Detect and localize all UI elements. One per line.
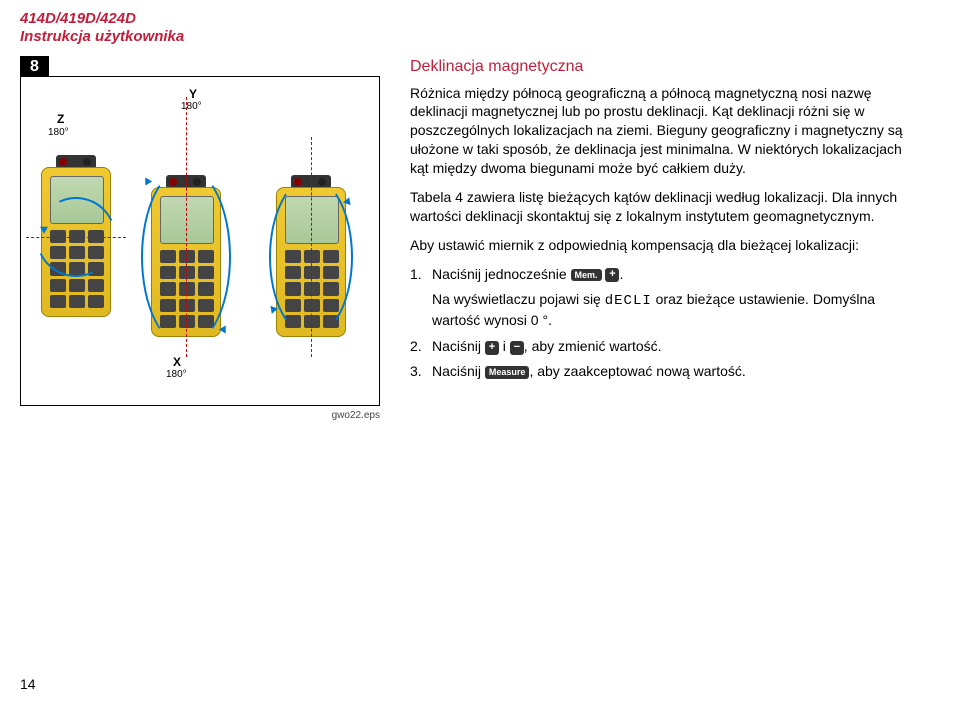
- step-2-body: Naciśnij + i −, aby zmienić wartość.: [432, 337, 920, 356]
- text-column: Deklinacja magnetyczna Różnica między pó…: [400, 56, 940, 421]
- axis-z-label: Z: [57, 112, 64, 126]
- plus-button-icon: +: [605, 268, 619, 282]
- figure-column: 8 Z 180°: [0, 56, 400, 421]
- content: 8 Z 180°: [0, 46, 960, 421]
- axis-x-label: X: [173, 355, 181, 369]
- paragraph-1: Różnica między północą geograficzną a pó…: [410, 84, 920, 178]
- step-1-body: Naciśnij jednocześnie Mem. +.: [432, 265, 920, 284]
- page-number: 14: [20, 676, 36, 692]
- step-1a-text-a: Na wyświetlaczu pojawi się: [432, 291, 605, 307]
- angle-y: 180°: [181, 101, 202, 112]
- display-code: dECLI: [605, 293, 652, 309]
- step-2-num: 2.: [410, 337, 432, 356]
- model-line: 414D/419D/424D: [20, 10, 960, 28]
- minus-button-icon: −: [510, 341, 524, 355]
- figure-box: Z 180° Y: [20, 76, 380, 406]
- figure-caption: gwo22.eps: [20, 410, 380, 421]
- paragraph-3: Aby ustawić miernik z odpowiednią kompen…: [410, 236, 920, 255]
- axis-y-label: Y: [189, 87, 197, 101]
- step-2-text-b: i: [499, 338, 510, 354]
- figure-number: 8: [20, 56, 49, 78]
- step-2-text-c: , aby zmienić wartość.: [524, 338, 662, 354]
- plus-button-icon-2: +: [485, 341, 499, 355]
- step-3-text-a: Naciśnij: [432, 363, 485, 379]
- paragraph-2: Tabela 4 zawiera listę bieżących kątów d…: [410, 188, 920, 226]
- step-2-text-a: Naciśnij: [432, 338, 485, 354]
- header: 414D/419D/424D Instrukcja użytkownika: [0, 0, 960, 46]
- step-2: 2. Naciśnij + i −, aby zmienić wartość.: [410, 337, 920, 356]
- mem-button-icon: Mem.: [571, 269, 602, 282]
- step-1: 1. Naciśnij jednocześnie Mem. +.: [410, 265, 920, 284]
- step-1-text-a: Naciśnij jednocześnie: [432, 266, 571, 282]
- step-3: 3. Naciśnij Measure, aby zaakceptować no…: [410, 362, 920, 381]
- step-3-text-b: , aby zaakceptować nową wartość.: [529, 363, 745, 379]
- step-1-sub: Na wyświetlaczu pojawi się dECLI oraz bi…: [432, 290, 920, 330]
- section-title: Deklinacja magnetyczna: [410, 56, 920, 78]
- step-1-num: 1.: [410, 265, 432, 284]
- subtitle-line: Instrukcja użytkownika: [20, 28, 960, 46]
- angle-x: 180°: [166, 369, 187, 380]
- measure-button-icon: Measure: [485, 366, 530, 379]
- step-1-text-b: .: [619, 266, 623, 282]
- step-3-body: Naciśnij Measure, aby zaakceptować nową …: [432, 362, 920, 381]
- angle-z: 180°: [48, 127, 69, 138]
- step-3-num: 3.: [410, 362, 432, 381]
